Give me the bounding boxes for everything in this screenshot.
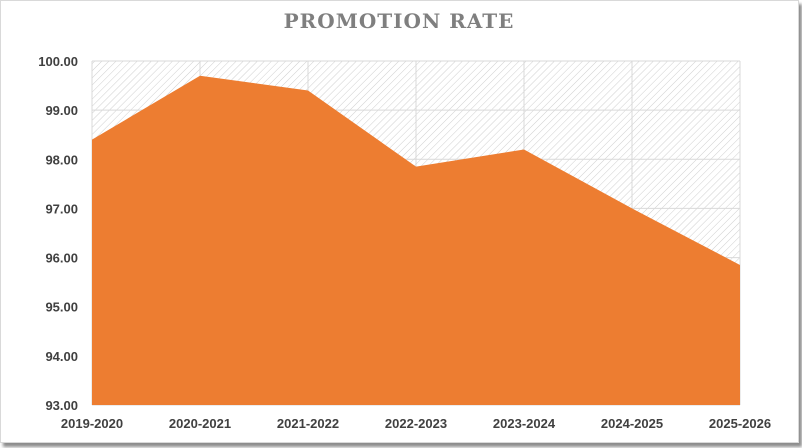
y-tick-label: 99.00 <box>45 103 78 118</box>
x-tick-label: 2025-2026 <box>709 416 771 431</box>
y-tick-label: 95.00 <box>45 300 78 315</box>
y-tick-label: 94.00 <box>45 349 78 364</box>
x-tick-label: 2024-2025 <box>601 416 663 431</box>
y-tick-label: 97.00 <box>45 201 78 216</box>
chart-title: PROMOTION RATE <box>284 9 515 33</box>
y-axis-ticks: 93.00 94.00 95.00 96.00 97.00 98.00 99.00 100.0… <box>38 54 78 413</box>
y-tick-label: 100.00 <box>38 54 78 69</box>
x-tick-label: 2022-2023 <box>385 416 447 431</box>
x-tick-label: 2021-2022 <box>277 416 339 431</box>
x-tick-label: 2023-2024 <box>493 416 556 431</box>
y-tick-label: 98.00 <box>45 152 78 167</box>
promotion-rate-area <box>92 75 740 405</box>
y-tick-label: 93.00 <box>45 398 78 413</box>
y-tick-label: 96.00 <box>45 251 78 266</box>
x-tick-label: 2020-2021 <box>169 416 231 431</box>
x-tick-label: 2019-2020 <box>61 416 123 431</box>
x-axis-ticks: 2019-2020 2020-2021 2021-2022 2022-2023 2023… <box>61 416 771 431</box>
